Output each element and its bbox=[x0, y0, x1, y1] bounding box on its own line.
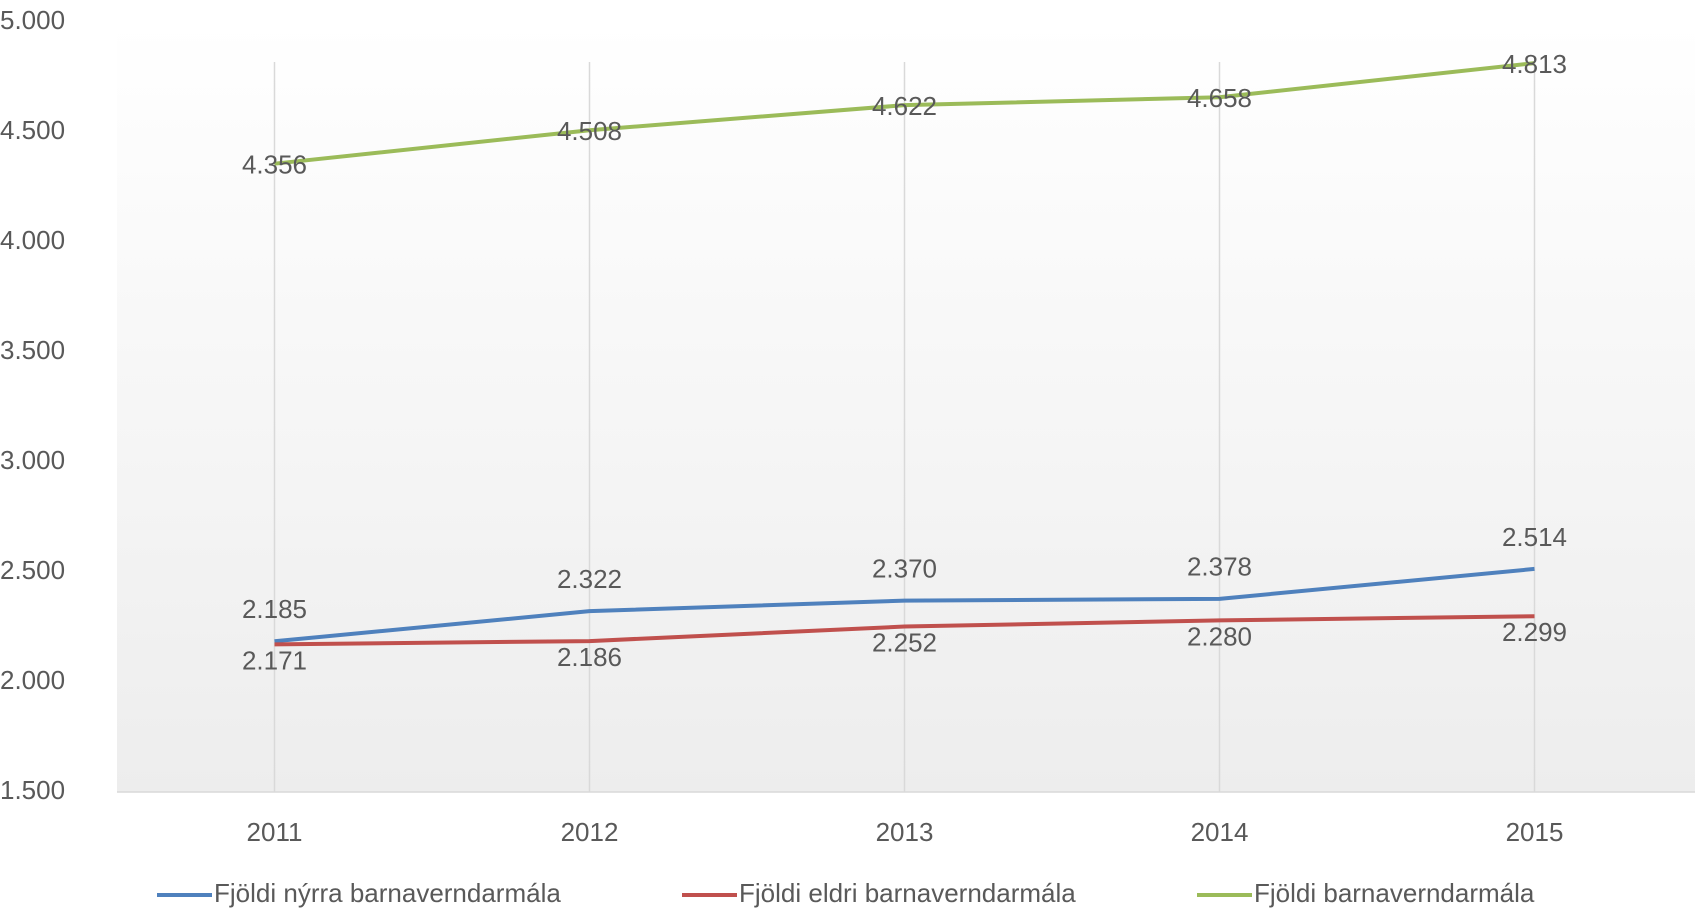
y-tick-label: 2.500 bbox=[0, 555, 65, 585]
data-label: 2.378 bbox=[1187, 552, 1252, 582]
data-label: 2.171 bbox=[242, 645, 307, 675]
x-tick-label: 2013 bbox=[876, 817, 934, 847]
legend-label: Fjöldi eldri barnaverndarmála bbox=[739, 878, 1076, 908]
data-label: 2.252 bbox=[872, 627, 937, 657]
x-tick-label: 2011 bbox=[247, 817, 303, 847]
legend-label: Fjöldi barnaverndarmála bbox=[1254, 878, 1535, 908]
y-tick-label: 3.000 bbox=[0, 445, 65, 475]
data-label: 2.299 bbox=[1502, 617, 1567, 647]
plot-area bbox=[117, 22, 1695, 792]
data-label: 4.658 bbox=[1187, 83, 1252, 113]
data-label: 2.185 bbox=[242, 594, 307, 624]
data-label: 4.813 bbox=[1502, 49, 1567, 79]
data-label: 4.356 bbox=[242, 150, 307, 180]
series-line bbox=[274, 566, 1535, 644]
y-tick-label: 1.500 bbox=[0, 775, 65, 805]
x-tick-label: 2012 bbox=[561, 817, 619, 847]
data-label: 2.370 bbox=[872, 553, 937, 583]
x-tick-label: 2014 bbox=[1191, 817, 1249, 847]
data-label: 2.514 bbox=[1502, 522, 1567, 552]
data-label: 2.322 bbox=[557, 564, 622, 594]
series-line bbox=[274, 614, 1535, 647]
data-label: 2.186 bbox=[557, 642, 622, 672]
y-tick-label: 3.500 bbox=[0, 335, 65, 365]
legend-label: Fjöldi nýrra barnaverndarmála bbox=[214, 878, 561, 908]
x-tick-label: 2015 bbox=[1506, 817, 1564, 847]
series-line bbox=[274, 61, 1535, 166]
data-label: 2.280 bbox=[1187, 621, 1252, 651]
y-tick-label: 4.500 bbox=[0, 115, 65, 145]
y-tick-label: 4.000 bbox=[0, 225, 65, 255]
data-label: 4.622 bbox=[872, 91, 937, 121]
y-tick-label: 2.000 bbox=[0, 665, 65, 695]
data-label: 4.508 bbox=[557, 116, 622, 146]
y-tick-label: 5.000 bbox=[0, 5, 65, 35]
